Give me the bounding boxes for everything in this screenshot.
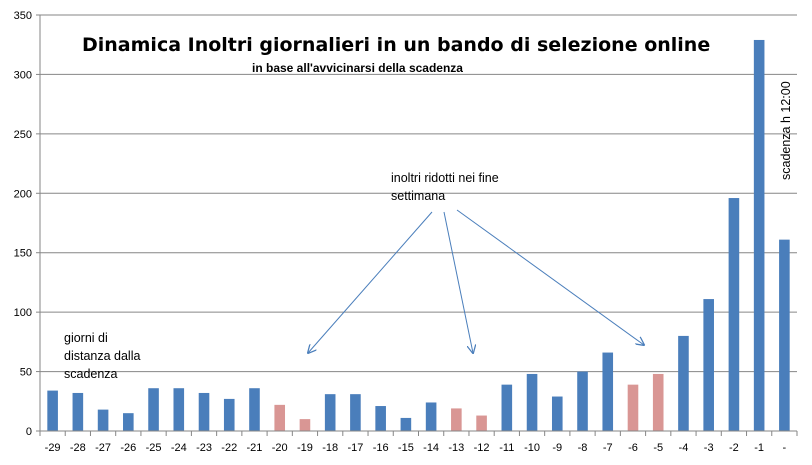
x-tick-label: -11 — [499, 442, 514, 454]
bar — [223, 398, 235, 431]
bar — [123, 413, 134, 431]
x-tick-label: -22 — [221, 442, 237, 454]
bar — [274, 404, 286, 431]
x-tick-label: -13 — [448, 442, 464, 454]
bar — [703, 299, 714, 431]
y-tick-label: 100 — [14, 307, 32, 319]
x-tick-label: -10 — [524, 442, 540, 454]
axes — [39, 15, 797, 432]
x-tick-label: -12 — [474, 442, 490, 454]
x-tick-label: -29 — [45, 442, 61, 454]
bar — [47, 390, 58, 431]
x-tick-label: -25 — [146, 442, 162, 454]
bar — [728, 198, 740, 431]
y-tick-label: 0 — [26, 426, 32, 438]
arrow-to-weekend-3 — [456, 209, 644, 345]
bar — [779, 239, 790, 431]
y-tick-label: 350 — [14, 10, 32, 22]
bar — [627, 384, 639, 431]
bar — [602, 352, 614, 431]
x-tick-label: -15 — [398, 442, 414, 454]
grid-lines — [36, 14, 798, 436]
distance-note-line-2: distanza dalla — [64, 349, 140, 363]
x-tick-label: -4 — [679, 442, 689, 454]
x-tick-label: -23 — [196, 442, 212, 454]
bar — [526, 373, 538, 431]
bar — [476, 415, 487, 431]
bar — [501, 384, 513, 431]
x-tick-label: -16 — [373, 442, 389, 454]
chart-title: Dinamica Inoltri giornalieri in un bando… — [82, 34, 710, 56]
bar — [350, 394, 361, 431]
x-tick-label: -1 — [754, 442, 764, 454]
bar — [198, 392, 210, 431]
x-tick-label: -2 — [729, 442, 739, 454]
x-tick-label: -8 — [578, 442, 588, 454]
distance-note-line-3: scadenza — [64, 367, 118, 381]
bar — [299, 419, 311, 431]
x-tick-label: -20 — [272, 442, 288, 454]
bar — [551, 396, 563, 431]
y-tick-label: 300 — [14, 69, 32, 81]
weekend-annotation: inoltri ridotti nei fine settimana — [391, 171, 499, 203]
x-tick-label: - — [783, 442, 787, 454]
x-tick-label: -21 — [247, 442, 263, 454]
y-tick-label: 250 — [14, 129, 32, 141]
x-tick-label: -28 — [70, 442, 86, 454]
x-tick-label: -27 — [95, 442, 111, 454]
x-tick-label: -14 — [423, 442, 439, 454]
bar — [753, 39, 765, 432]
bar — [97, 409, 109, 431]
bar — [375, 406, 386, 431]
bar — [678, 335, 689, 431]
bar — [400, 417, 412, 431]
annotation-arrows — [308, 209, 644, 353]
bar — [451, 408, 462, 431]
distance-note-line-1: giorni di — [64, 331, 108, 345]
chart-subtitle: in base all'avvicinarsi della scadenza — [252, 61, 463, 75]
arrow-to-weekend-1 — [308, 211, 433, 353]
x-tick-label: -19 — [297, 442, 313, 454]
x-tick-label: -9 — [552, 442, 562, 454]
x-tick-label: -18 — [322, 442, 338, 454]
y-tick-label: 200 — [14, 188, 32, 200]
bar — [425, 402, 437, 431]
x-tick-label: -6 — [628, 442, 638, 454]
bar — [173, 388, 185, 431]
bar — [577, 371, 588, 431]
x-tick-label: -17 — [347, 442, 363, 454]
x-tick-label: -7 — [603, 442, 613, 454]
x-tick-label: -3 — [704, 442, 714, 454]
x-tick-labels: -29 -28 -27 -26 -25 -24 -23 -22 -21 -20 -19 -18 -17-… — [45, 442, 787, 454]
bar — [324, 394, 336, 431]
bar — [249, 388, 260, 431]
weekend-note-line-1: inoltri ridotti nei fine — [391, 171, 499, 185]
bars — [47, 39, 790, 432]
bar — [652, 373, 664, 431]
y-tick-label: 150 — [14, 248, 32, 260]
bar — [72, 392, 84, 431]
x-tick-label: -26 — [120, 442, 136, 454]
bar — [148, 388, 159, 431]
x-tick-label: -24 — [171, 442, 187, 454]
deadline-annotation: scadenza h 12:00 — [779, 81, 793, 180]
y-tick-labels: 0 50 100 150 200 250 300 350 — [14, 10, 32, 438]
x-tick-label: -5 — [653, 442, 663, 454]
arrow-to-weekend-2 — [443, 211, 473, 353]
weekend-note-line-2: settimana — [391, 189, 445, 203]
y-tick-label: 50 — [20, 367, 32, 379]
distance-annotation: giorni di distanza dalla scadenza — [64, 331, 140, 381]
